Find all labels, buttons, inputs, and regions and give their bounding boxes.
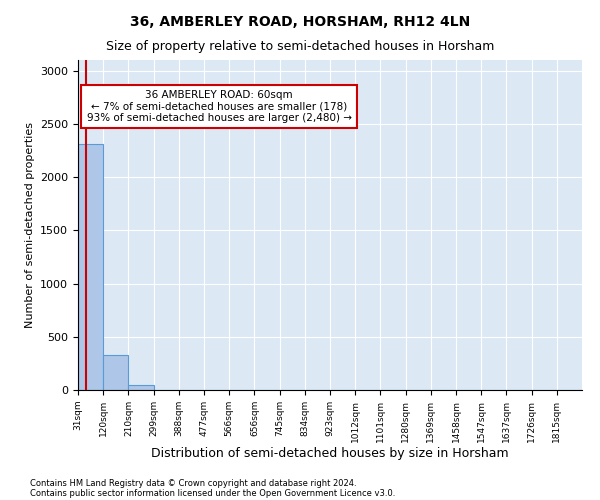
Y-axis label: Number of semi-detached properties: Number of semi-detached properties <box>25 122 35 328</box>
Bar <box>103 355 128 390</box>
Bar <box>78 144 103 390</box>
Bar <box>128 384 154 390</box>
Text: Contains HM Land Registry data © Crown copyright and database right 2024.: Contains HM Land Registry data © Crown c… <box>30 478 356 488</box>
Text: Contains public sector information licensed under the Open Government Licence v3: Contains public sector information licen… <box>30 488 395 498</box>
Text: 36, AMBERLEY ROAD, HORSHAM, RH12 4LN: 36, AMBERLEY ROAD, HORSHAM, RH12 4LN <box>130 15 470 29</box>
X-axis label: Distribution of semi-detached houses by size in Horsham: Distribution of semi-detached houses by … <box>151 448 509 460</box>
Text: 36 AMBERLEY ROAD: 60sqm
← 7% of semi-detached houses are smaller (178)
93% of se: 36 AMBERLEY ROAD: 60sqm ← 7% of semi-det… <box>86 90 352 123</box>
Text: Size of property relative to semi-detached houses in Horsham: Size of property relative to semi-detach… <box>106 40 494 53</box>
